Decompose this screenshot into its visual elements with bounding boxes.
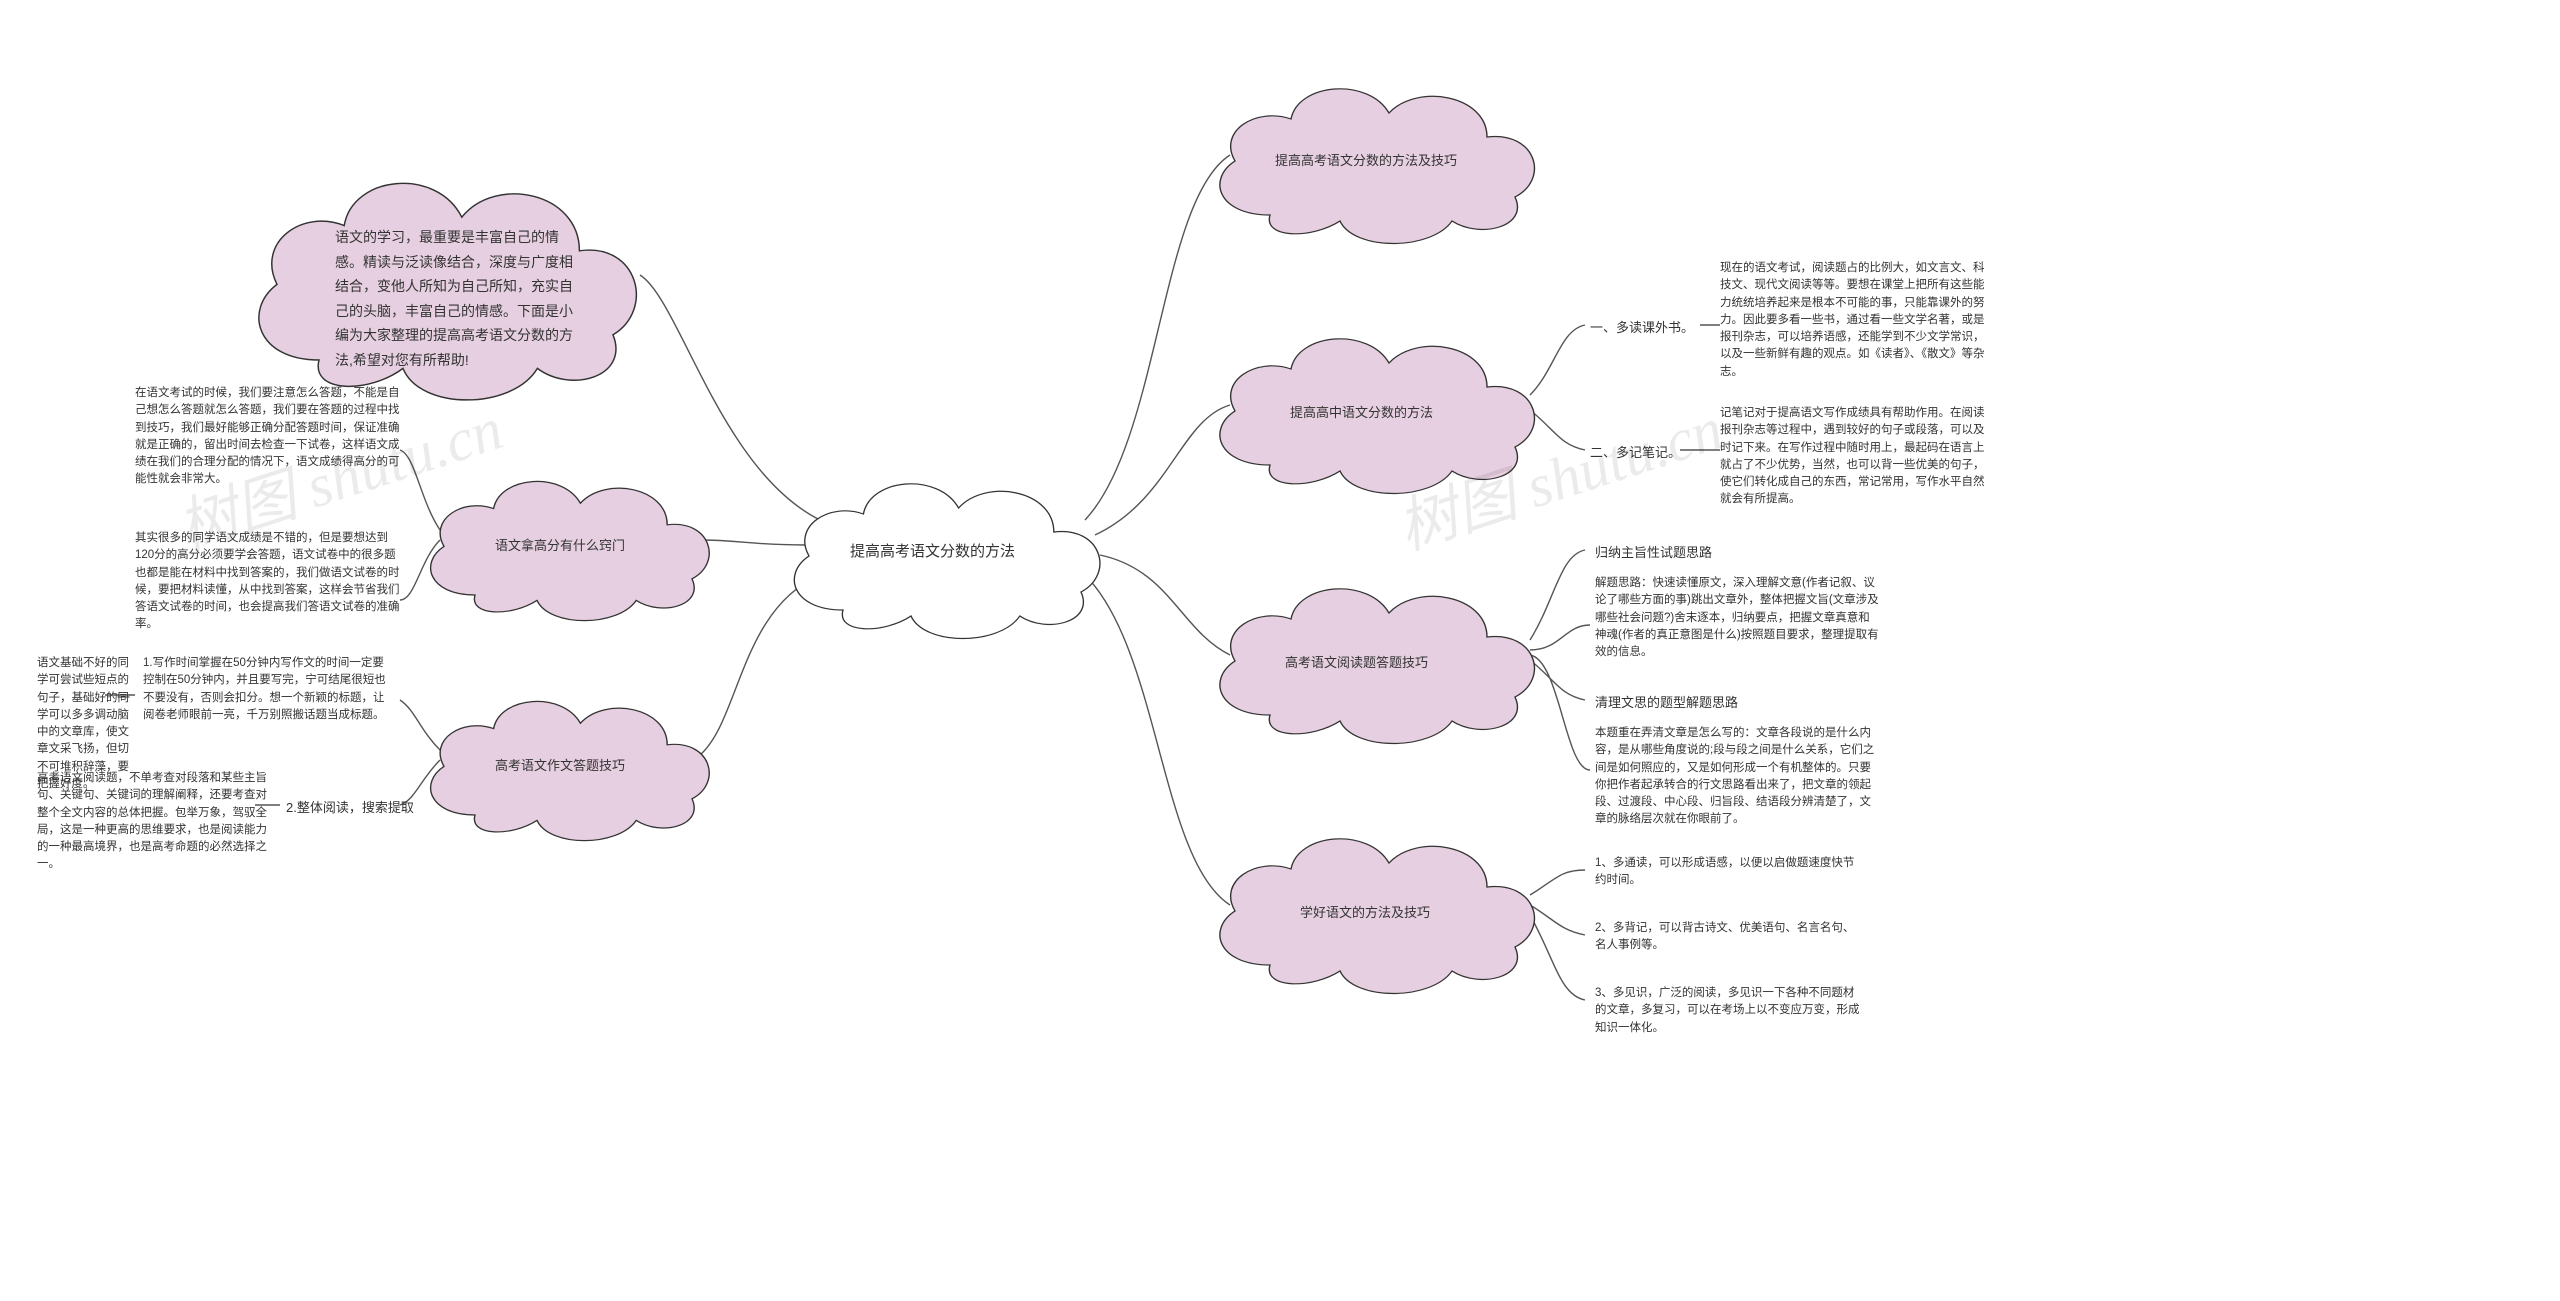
intro-text: 语文的学习，最重要是丰富自己的情感。精读与泛读像结合，深度与广度相结合，变他人所…: [335, 225, 585, 372]
zuowen-title: 高考语文作文答题技巧: [495, 755, 625, 774]
right-title-1: 提高高考语文分数的方法及技巧: [1275, 150, 1457, 169]
center-node: [794, 484, 1100, 639]
zuowen-extra-note: 语文基础不好的同学可尝试些短点的句子，基础好的同学可以多多调动脑中的文章库，使文…: [37, 655, 132, 793]
qiaomen-note-2: 其实很多的同学语文成绩是不错的，但是要想达到120分的高分必须要学会答题，语文试…: [135, 530, 400, 634]
xuehao-text-2: 2、多背记，可以背古诗文、优美语句、名言名句、名人事例等。: [1595, 920, 1865, 955]
zuowen-label-2: 2.整体阅读，搜索提取: [286, 798, 414, 818]
yuedu-label-2: 清理文思的题型解题思路: [1595, 693, 1738, 713]
right-title-3: 高考语文阅读题答题技巧: [1285, 652, 1428, 671]
qiaomen-note-1: 在语文考试的时候，我们要注意怎么答题，不能是自己想怎么答题就怎么答题，我们要在答…: [135, 385, 400, 489]
yuedu-text-1: 解题思路：快速读懂原文，深入理解文意(作者记叙、议论了哪些方面的事)跳出文章外，…: [1595, 575, 1880, 661]
gaozhong-text-2: 记笔记对于提高语文写作成绩具有帮助作用。在阅读报刊杂志等过程中，遇到较好的句子或…: [1720, 405, 1995, 509]
gaozhong-text-1: 现在的语文考试，阅读题占的比例大，如文言文、科技文、现代文阅读等等。要想在课堂上…: [1720, 260, 1995, 381]
right-title-4: 学好语文的方法及技巧: [1300, 902, 1430, 921]
mindmap-canvas: [0, 0, 2560, 1301]
right-title-2: 提高高中语文分数的方法: [1290, 402, 1433, 421]
zuowen-note-1: 1.写作时间掌握在50分钟内写作文的时间一定要控制在50分钟内，并且要写完，宁可…: [143, 655, 393, 724]
yuedu-text-2: 本题重在弄清文章是怎么写的：文章各段说的是什么内容，是从哪些角度说的;段与段之间…: [1595, 725, 1880, 829]
qiaomen-title: 语文拿高分有什么窍门: [495, 535, 625, 554]
xuehao-text-3: 3、多见识，广泛的阅读，多见识一下各种不同题材的文章，多复习，可以在考场上以不变…: [1595, 985, 1865, 1037]
center-title: 提高高考语文分数的方法: [850, 540, 1015, 561]
yuedu-label-1: 归纳主旨性试题思路: [1595, 543, 1712, 563]
xuehao-text-1: 1、多通读，可以形成语感，以便以启做题速度快节约时间。: [1595, 855, 1865, 890]
gaozhong-label-2: 二、多记笔记。: [1590, 443, 1681, 463]
gaozhong-label-1: 一、多读课外书。: [1590, 318, 1694, 338]
